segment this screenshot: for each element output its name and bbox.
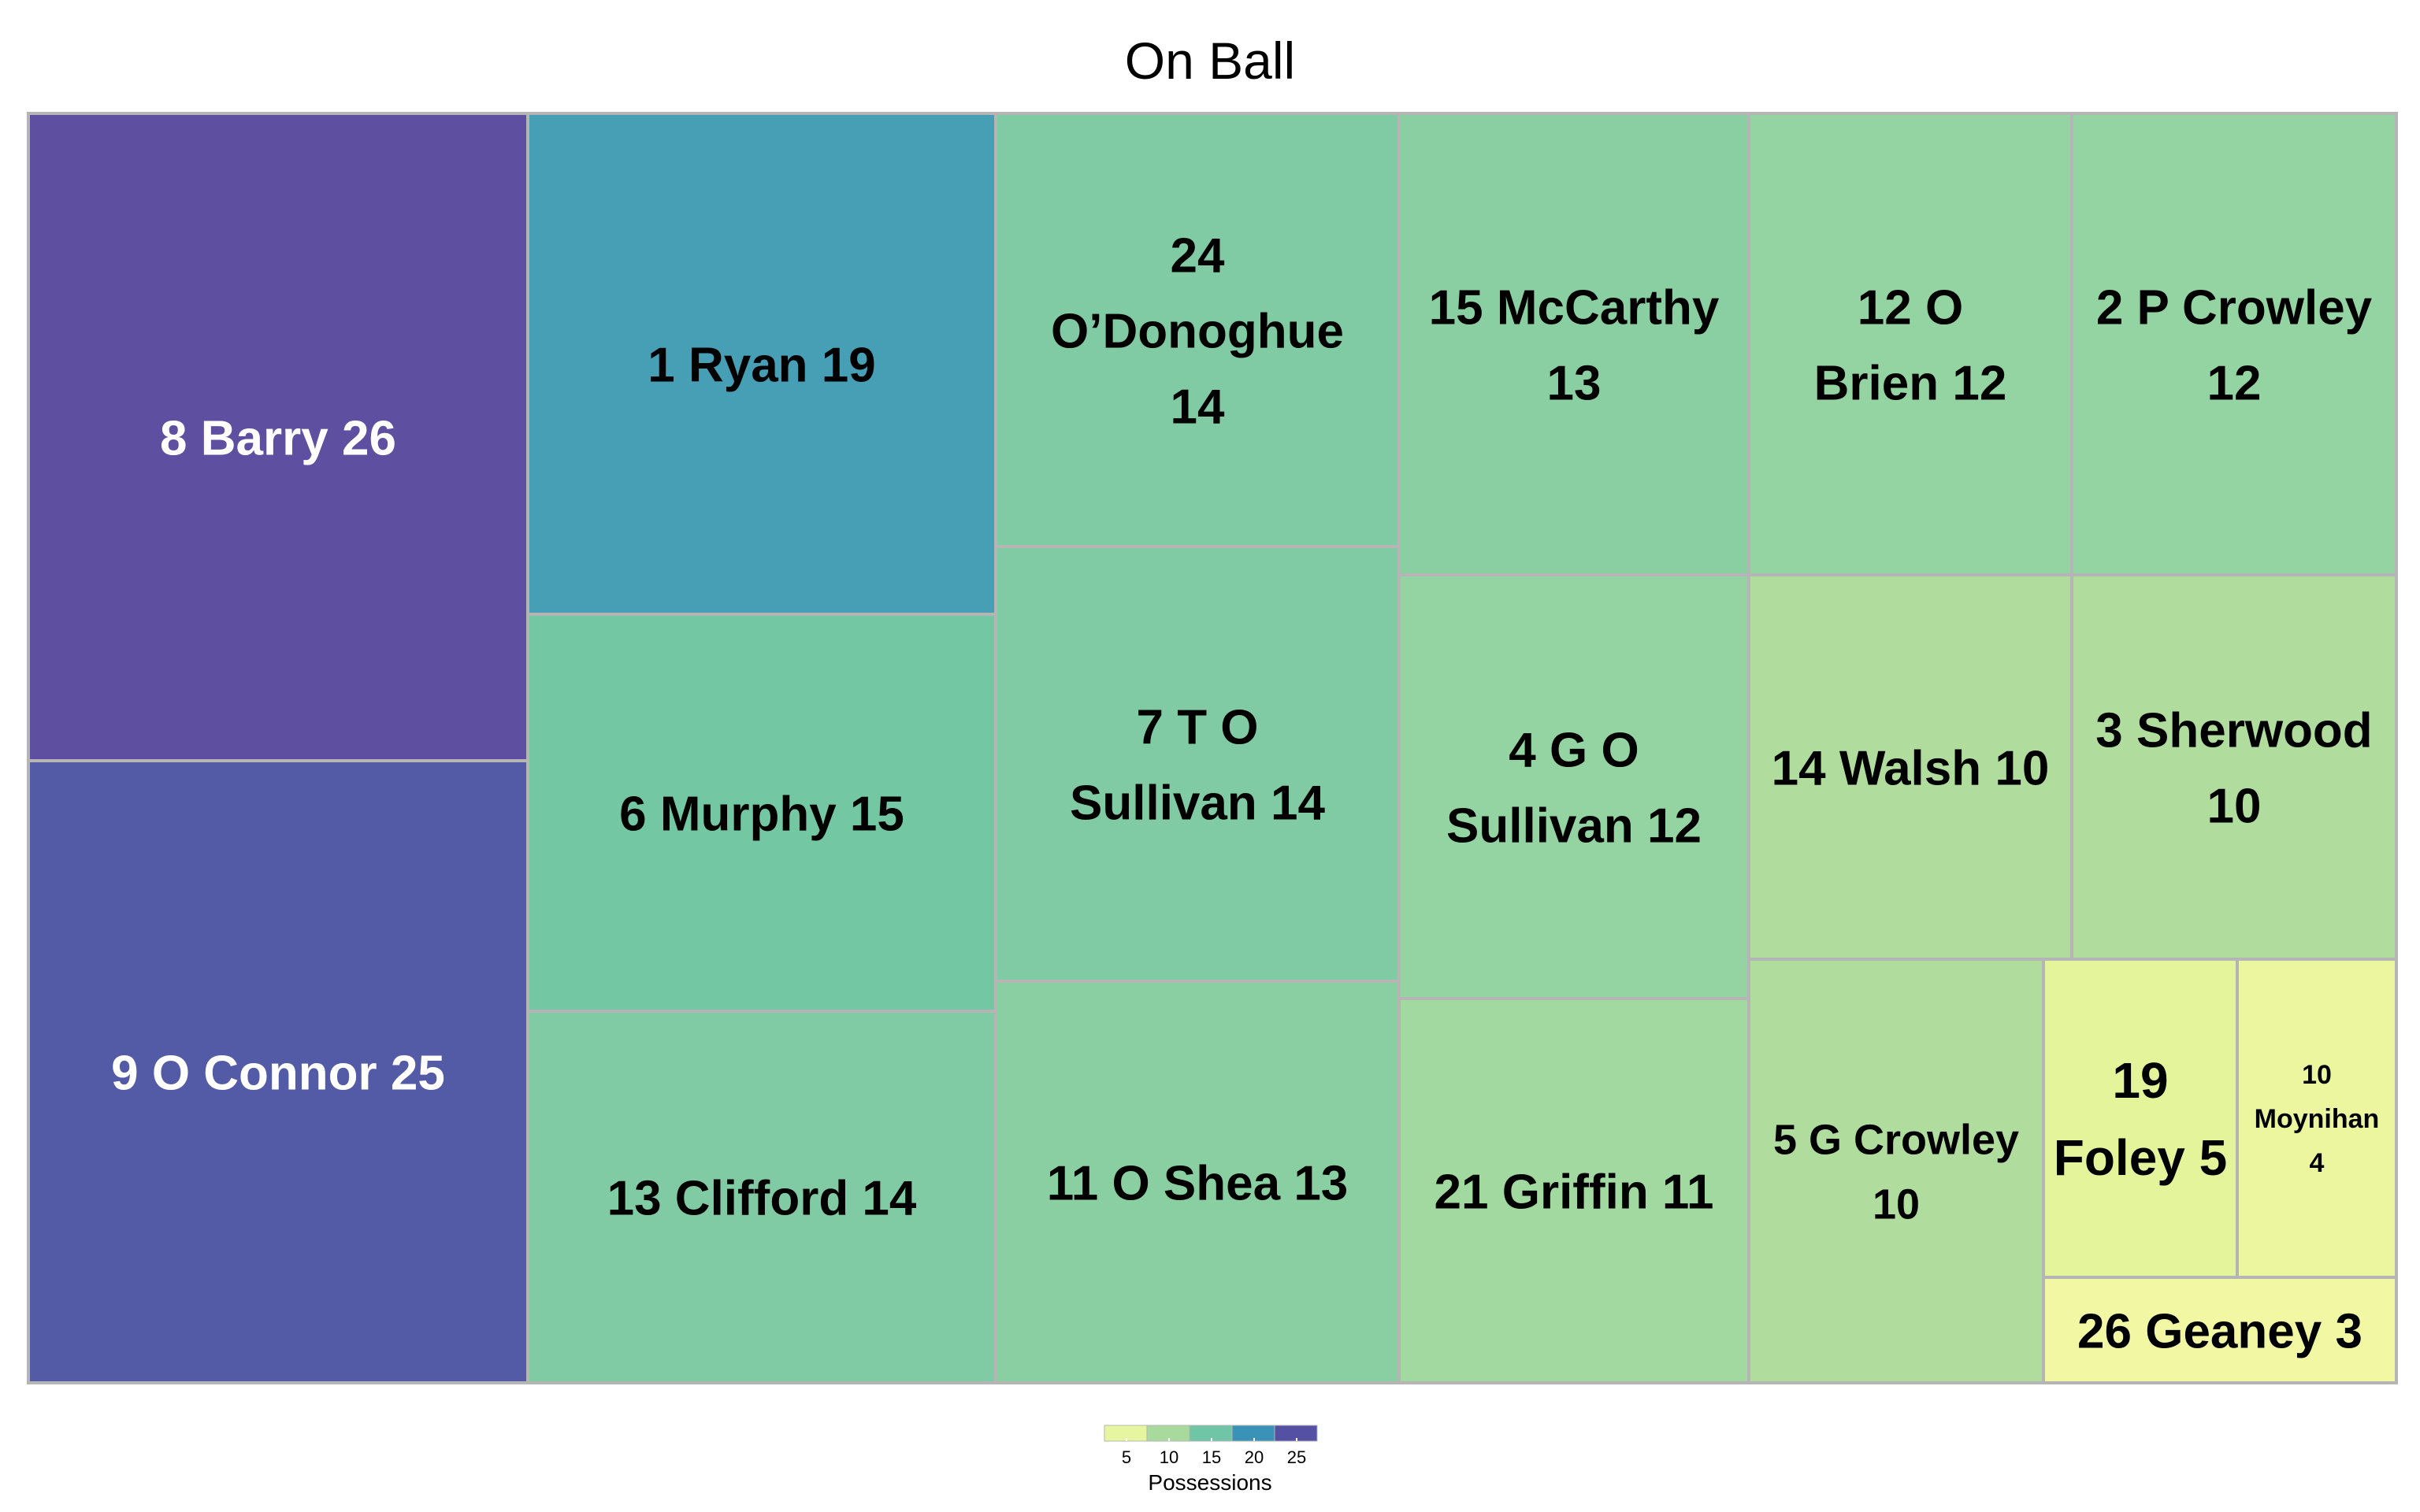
treemap-tile: 12 O Brien 12 (1747, 112, 2073, 576)
treemap-tile-label: 13 Clifford 14 (607, 1171, 917, 1225)
treemap-tile-label: 21 Griffin 11 (1435, 1165, 1714, 1219)
treemap-tile-label: 7 T O Sullivan 14 (1070, 700, 1325, 830)
treemap-tile-label: 11 O Shea 13 (1047, 1156, 1349, 1210)
treemap-tile-rect (2070, 112, 2398, 576)
treemap-tile-label: 14 Walsh 10 (1772, 741, 2050, 795)
treemap-tile-label: 15 McCarthy 13 (1429, 280, 1720, 410)
treemap-tile: 26 Geaney 3 (2042, 1276, 2398, 1384)
treemap-tile-label: 5 G Crowley 10 (1773, 1116, 2019, 1228)
legend-title: Possessions (1148, 1470, 1271, 1495)
treemap-tile-rect (27, 759, 529, 1384)
treemap-tile: 5 G Crowley 10 (1747, 958, 2045, 1384)
treemap-tile-label: 8 Barry 26 (160, 411, 396, 465)
treemap-tile-label: 26 Geaney 3 (2077, 1304, 2362, 1358)
treemap-tile-rect (2042, 958, 2239, 1279)
treemap-tile: 21 Griffin 11 (1397, 997, 1750, 1384)
treemap-tile: 7 T O Sullivan 14 (994, 545, 1401, 983)
treemap-tile: 24 O’Donoghue 14 (994, 112, 1401, 548)
treemap-tile-label: 3 Sherwood 10 (2095, 703, 2372, 833)
treemap-tile-rect (2070, 573, 2398, 961)
treemap-tile-label: 19 Foley 5 (2054, 1052, 2228, 1186)
treemap-tile-label: 12 O Brien 12 (1814, 280, 2007, 410)
treemap-tile-rect (1397, 112, 1750, 576)
treemap-tile: 4 G O Sullivan 12 (1397, 573, 1750, 1000)
treemap-tile: 11 O Shea 13 (994, 980, 1401, 1384)
treemap-tile-rect (994, 112, 1401, 548)
treemap-tile-label: 24 O’Donoghue 14 (1051, 228, 1344, 434)
treemap-tile-rect (994, 545, 1401, 983)
treemap-tile: 10 Moynihan 4 (2236, 958, 2398, 1279)
legend-tick-label: 10 (1160, 1447, 1178, 1467)
treemap-tile-rect (27, 112, 529, 762)
legend-tick-label: 20 (1245, 1447, 1264, 1467)
chart-title: On Ball (1125, 32, 1295, 90)
treemap-tile: 2 P Crowley 12 (2070, 112, 2398, 576)
legend-tick-label: 15 (1202, 1447, 1221, 1467)
treemap-tile-label: 1 Ryan 19 (648, 338, 876, 392)
treemap-tile-label: 4 G O Sullivan 12 (1446, 723, 1702, 853)
legend-swatches (1104, 1425, 1318, 1442)
legend-ticks: 5 10 15 20 25 (1122, 1438, 1306, 1467)
treemap-tile: 9 O Connor 25 (27, 759, 529, 1384)
treemap-tile-rect (1747, 573, 2073, 961)
treemap-tile: 8 Barry 26 (27, 112, 529, 762)
treemap-tile-rect (994, 980, 1401, 1384)
treemap-tile-rect (526, 613, 997, 1013)
treemap-tile-rect (526, 112, 997, 616)
treemap-tile-label: 6 Murphy 15 (619, 787, 904, 841)
treemap-tile: 1 Ryan 19 (526, 112, 997, 616)
treemap-tile: 6 Murphy 15 (526, 613, 997, 1013)
treemap-tile-rect (1747, 958, 2045, 1384)
treemap-tiles: 8 Barry 26 9 O Connor 25 1 Ryan 19 6 Murphy… (27, 112, 2398, 1384)
treemap-tile-label: 9 O Connor 25 (111, 1046, 445, 1100)
treemap-tile-rect (2236, 958, 2398, 1279)
treemap-tile: 13 Clifford 14 (526, 1010, 997, 1384)
treemap-tile-label: 2 P Crowley 12 (2096, 280, 2373, 410)
treemap-tile-rect (1747, 112, 2073, 576)
treemap-tile: 15 McCarthy 13 (1397, 112, 1750, 576)
treemap-tile-rect (2042, 1276, 2398, 1384)
treemap-tile-label: 10 Moynihan 4 (2255, 1060, 2380, 1178)
legend-tick-label: 25 (1287, 1447, 1306, 1467)
treemap-tile-rect (1397, 997, 1750, 1384)
treemap-tile: 3 Sherwood 10 (2070, 573, 2398, 961)
treemap-tile: 19 Foley 5 (2042, 958, 2239, 1279)
treemap-tile-rect (1397, 573, 1750, 1000)
color-legend: 5 10 15 20 25 Possessions (1104, 1425, 1318, 1495)
treemap-tile-rect (526, 1010, 997, 1384)
treemap-tile: 14 Walsh 10 (1747, 573, 2073, 961)
legend-tick-label: 5 (1122, 1447, 1131, 1467)
